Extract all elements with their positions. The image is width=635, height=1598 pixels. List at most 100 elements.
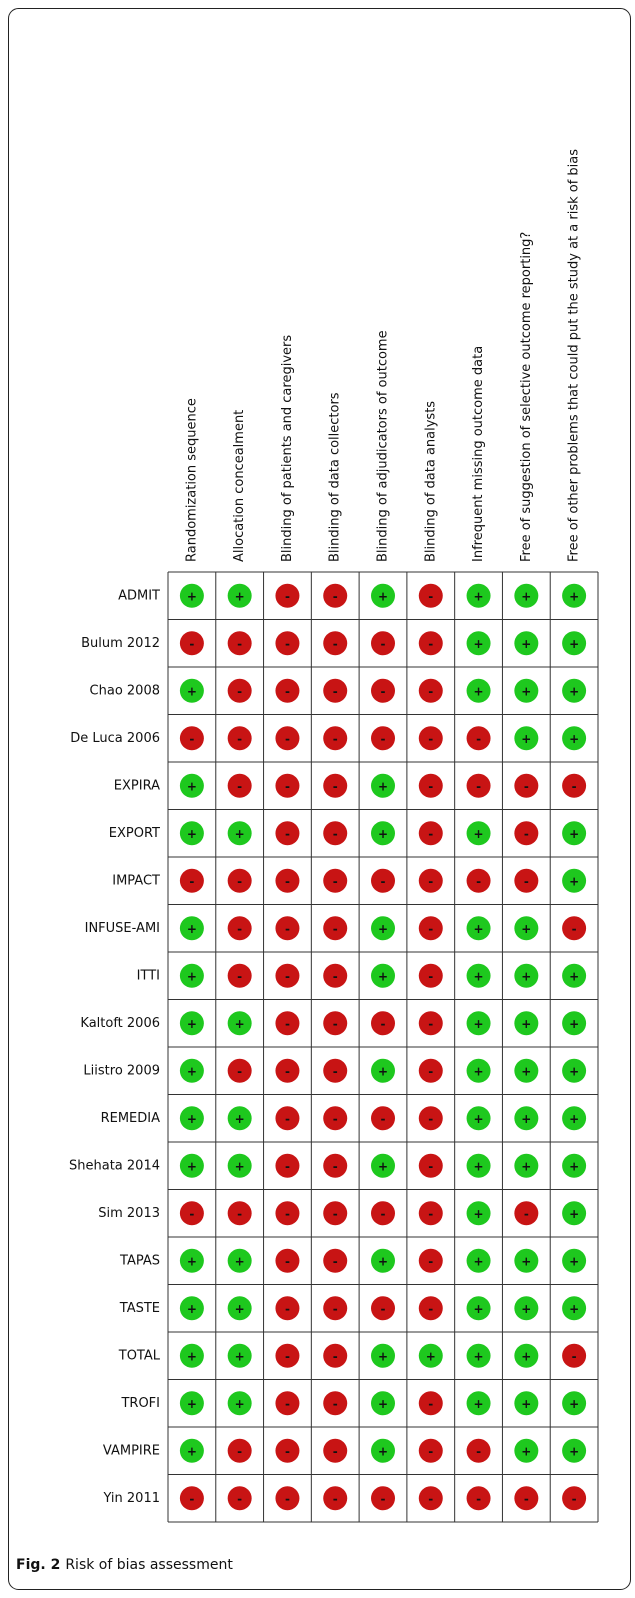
judgment-symbol: + xyxy=(569,1159,579,1173)
study-label: Kaltoft 2006 xyxy=(80,1016,160,1031)
judgment-dot xyxy=(179,773,204,798)
judgment-symbol: - xyxy=(237,779,242,793)
judgment-symbol: - xyxy=(428,827,433,841)
judgment-symbol: - xyxy=(428,1444,433,1458)
judgment-symbol: - xyxy=(428,874,433,888)
judgment-symbol: - xyxy=(285,969,290,983)
judgment-symbol: - xyxy=(428,1302,433,1316)
judgment-symbol: + xyxy=(187,1444,197,1458)
judgment-dot xyxy=(179,1296,204,1321)
judgment-symbol: + xyxy=(378,1064,388,1078)
judgment-dot xyxy=(275,963,300,988)
judgment-dot xyxy=(514,1011,539,1036)
judgment-symbol: + xyxy=(235,1159,245,1173)
judgment-dot xyxy=(275,1106,300,1131)
judgment-dot xyxy=(323,1343,348,1368)
judgment-dot xyxy=(323,631,348,656)
judgment-symbol: - xyxy=(333,779,338,793)
judgment-symbol: + xyxy=(235,1349,245,1363)
judgment-symbol: - xyxy=(285,1207,290,1221)
study-label: Bulum 2012 xyxy=(81,636,160,651)
judgment-dot xyxy=(371,821,395,846)
judgment-symbol: - xyxy=(381,1017,386,1031)
judgment-dot xyxy=(371,1296,395,1321)
judgment-symbol: - xyxy=(333,922,338,936)
judgment-symbol: - xyxy=(285,684,290,698)
judgment-dot xyxy=(227,1011,252,1036)
judgment-dot xyxy=(227,1153,252,1178)
judgment-dot xyxy=(227,821,252,846)
judgment-dot xyxy=(514,1438,539,1463)
judgment-dot xyxy=(514,726,539,751)
judgment-symbol: - xyxy=(285,1017,290,1031)
judgment-symbol: + xyxy=(378,922,388,936)
judgment-symbol: - xyxy=(428,922,433,936)
judgment-dot xyxy=(179,726,204,751)
judgment-symbol: + xyxy=(187,1159,197,1173)
judgment-symbol: - xyxy=(428,1159,433,1173)
judgment-symbol: + xyxy=(187,922,197,936)
judgment-dot xyxy=(418,1248,443,1273)
judgment-dot xyxy=(275,821,300,846)
judgment-symbol: + xyxy=(187,1397,197,1411)
judgment-symbol: + xyxy=(521,1064,531,1078)
judgment-dot xyxy=(562,1343,587,1368)
judgment-dot xyxy=(466,963,491,988)
judgment-symbol: - xyxy=(428,637,433,651)
judgment-symbol: + xyxy=(521,1444,531,1458)
judgment-dot xyxy=(514,1201,539,1226)
judgment-symbol: - xyxy=(333,1492,338,1506)
judgment-symbol: - xyxy=(189,1207,194,1221)
judgment-symbol: - xyxy=(285,827,290,841)
judgment-dot xyxy=(466,916,491,941)
judgment-dot xyxy=(371,773,395,798)
judgment-symbol: + xyxy=(474,1112,484,1126)
judgment-symbol: + xyxy=(235,1017,245,1031)
judgment-symbol: - xyxy=(428,1112,433,1126)
judgment-dot xyxy=(371,583,395,608)
judgment-dot xyxy=(418,868,443,893)
judgment-symbol: - xyxy=(524,779,529,793)
judgment-symbol: - xyxy=(237,922,242,936)
judgment-symbol: + xyxy=(235,1397,245,1411)
judgment-symbol: + xyxy=(187,1017,197,1031)
judgment-symbol: - xyxy=(285,1302,290,1316)
judgment-symbol: - xyxy=(381,874,386,888)
judgment-dot xyxy=(371,868,395,893)
study-label: EXPORT xyxy=(109,826,160,841)
judgment-dot xyxy=(371,1011,395,1036)
judgment-dot xyxy=(323,963,348,988)
judgment-symbol: + xyxy=(187,1064,197,1078)
judgment-symbol: - xyxy=(285,732,290,746)
judgment-symbol: + xyxy=(235,1112,245,1126)
judgment-dot xyxy=(323,678,348,703)
judgment-symbol: - xyxy=(428,589,433,603)
judgment-symbol: - xyxy=(333,874,338,888)
judgment-symbol: - xyxy=(524,827,529,841)
judgment-symbol: - xyxy=(333,1397,338,1411)
judgment-symbol: - xyxy=(285,1064,290,1078)
judgment-dot xyxy=(371,1153,395,1178)
judgment-symbol: - xyxy=(476,874,481,888)
judgment-dot xyxy=(418,1486,443,1511)
judgment-dot xyxy=(466,1391,491,1416)
judgment-symbol: + xyxy=(474,922,484,936)
judgment-symbol: - xyxy=(381,1207,386,1221)
judgment-symbol: + xyxy=(187,969,197,983)
judgment-dot xyxy=(371,1248,395,1273)
judgment-dot xyxy=(418,1391,443,1416)
judgment-symbol: - xyxy=(237,1207,242,1221)
judgment-dot xyxy=(418,1106,443,1131)
judgment-dot xyxy=(466,1153,491,1178)
judgment-symbol: + xyxy=(187,827,197,841)
judgment-dot xyxy=(562,1153,587,1178)
judgment-symbol: - xyxy=(285,874,290,888)
judgment-symbol: - xyxy=(428,732,433,746)
judgment-dot xyxy=(275,916,300,941)
judgment-dot xyxy=(227,963,252,988)
judgment-symbol: + xyxy=(474,1349,484,1363)
judgment-symbol: - xyxy=(333,1159,338,1173)
judgment-dot xyxy=(179,678,204,703)
judgment-dot xyxy=(418,963,443,988)
judgment-dot xyxy=(275,773,300,798)
